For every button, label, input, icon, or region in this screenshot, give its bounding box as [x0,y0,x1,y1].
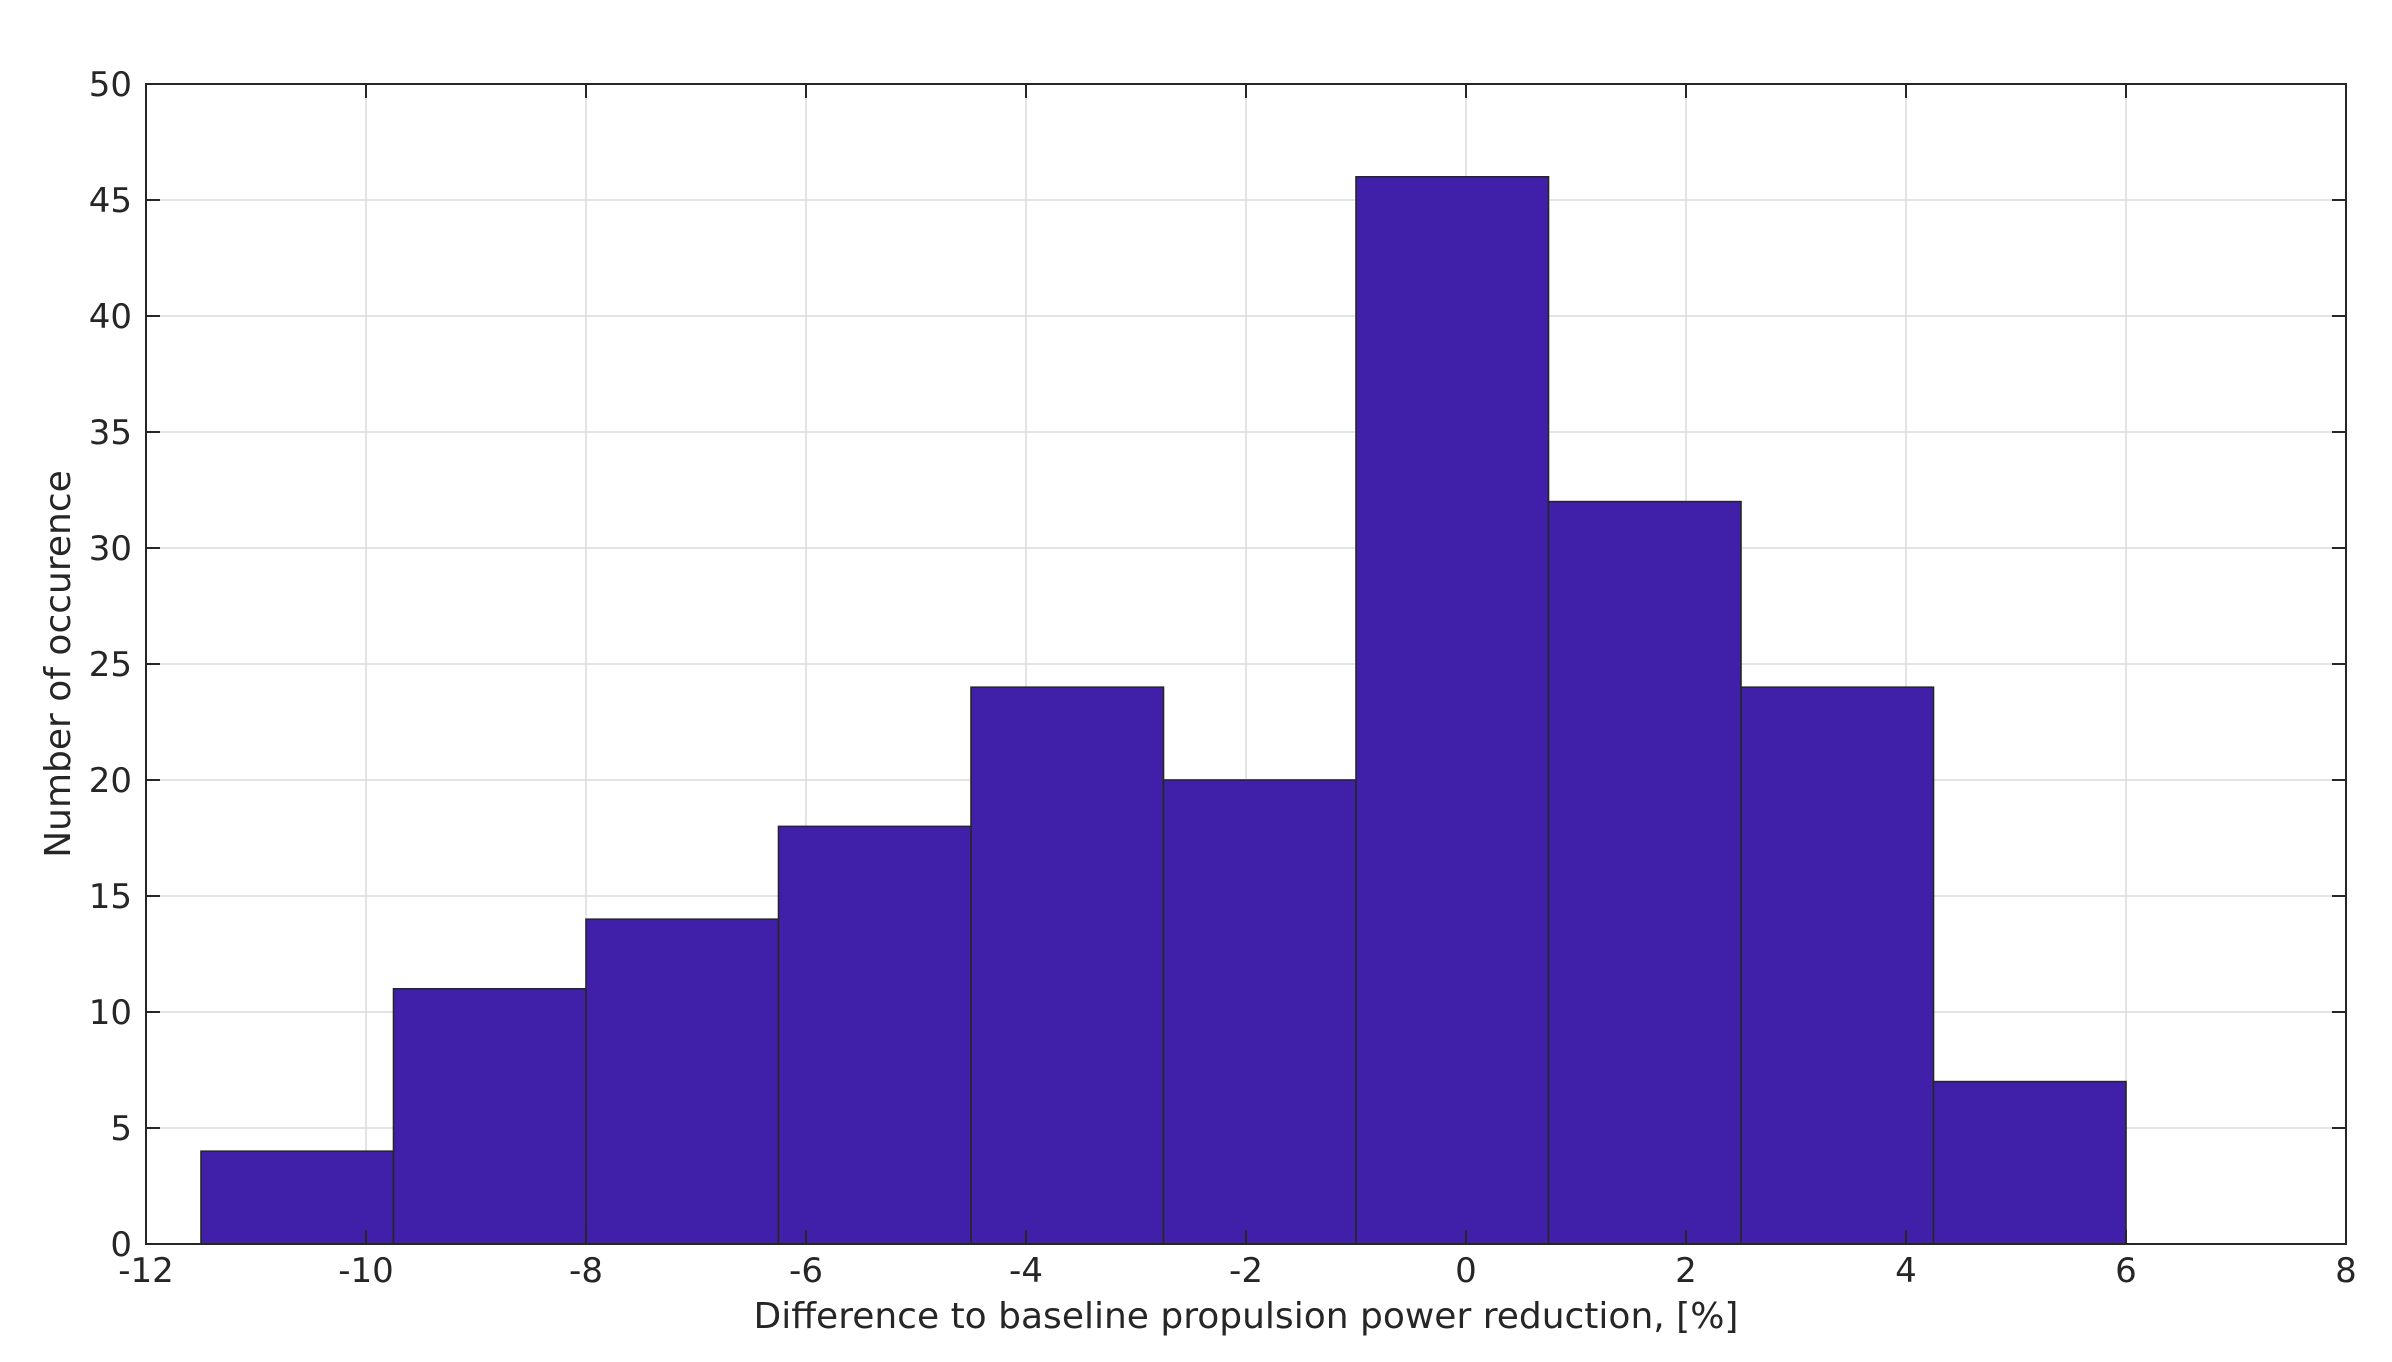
x-tick-label: 0 [1455,1251,1477,1291]
histogram-bars [200,176,2127,1245]
y-axis-label: Number of occurence [38,470,79,858]
x-tick-label: 2 [1675,1251,1697,1291]
histogram-bar [585,918,780,1245]
histogram-bar [392,987,587,1245]
histogram-bar [200,1150,395,1245]
histogram-bar [1355,176,1550,1245]
x-axis-label: Difference to baseline propulsion power … [754,1296,1739,1337]
y-tick-label: 15 [89,877,132,917]
histogram-bar [1932,1080,2127,1245]
x-tick-label: -6 [789,1251,823,1291]
x-tick-label: -10 [338,1251,394,1291]
x-tick-label: 8 [2335,1251,2357,1291]
y-tick-label: 5 [110,1109,132,1149]
x-tick-label: -2 [1229,1251,1263,1291]
y-tick-label: 30 [89,529,132,569]
histogram-bar [1740,686,1935,1245]
histogram-bar [970,686,1165,1245]
y-tick-label: 10 [89,993,132,1033]
y-tick-label: 40 [89,297,132,337]
x-tick-label: -12 [118,1251,174,1291]
histogram-bar [1162,779,1357,1245]
y-tick-label: 50 [89,65,132,105]
y-tick-labels: 0 5 10 15 20 25 30 35 40 45 50 [89,65,132,1265]
x-tick-label: 6 [2115,1251,2137,1291]
y-tick-label: 0 [110,1225,132,1265]
x-tick-labels: -12 -10 -8 -6 -4 -2 0 2 4 6 8 [118,1251,2357,1291]
y-tick-label: 45 [89,181,132,221]
histogram-bar [777,825,972,1245]
x-tick-label: -8 [569,1251,603,1291]
x-tick-label: 4 [1895,1251,1917,1291]
y-tick-label: 35 [89,413,132,453]
y-tick-label: 25 [89,645,132,685]
y-tick-label: 20 [89,761,132,801]
x-tick-label: -4 [1009,1251,1043,1291]
axes-frame [145,83,2347,1245]
histogram-bar [1547,500,1742,1245]
